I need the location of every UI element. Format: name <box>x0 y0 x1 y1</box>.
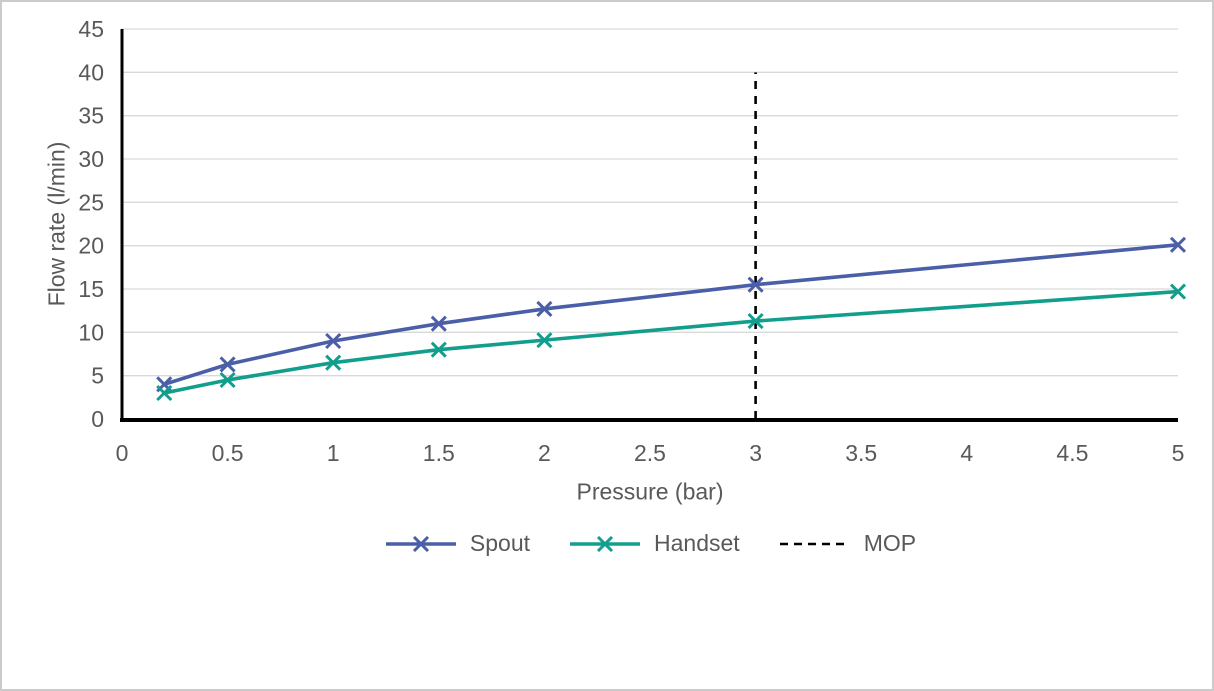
svg-text:3.5: 3.5 <box>845 440 877 466</box>
svg-text:10: 10 <box>78 319 104 345</box>
svg-text:35: 35 <box>78 103 104 129</box>
x-axis-title: Pressure (bar) <box>576 478 724 505</box>
svg-text:4: 4 <box>960 440 973 466</box>
svg-text:1.5: 1.5 <box>423 440 455 466</box>
svg-text:0: 0 <box>116 440 129 466</box>
series-spout <box>156 236 1187 393</box>
svg-text:5: 5 <box>1172 440 1185 466</box>
svg-text:5: 5 <box>91 363 104 389</box>
mop-line-sample-icon <box>779 542 850 545</box>
svg-text:20: 20 <box>78 233 104 259</box>
svg-text:40: 40 <box>78 59 104 85</box>
legend-label-spout: Spout <box>469 530 531 556</box>
svg-text:25: 25 <box>78 189 104 215</box>
y-axis-title: Flow rate (l/min) <box>43 141 70 307</box>
legend-item-mop: MOP <box>778 530 916 557</box>
spout-line-sample-icon <box>385 535 456 552</box>
legend-item-handset: Handset <box>568 530 740 557</box>
svg-text:2.5: 2.5 <box>634 440 666 466</box>
legend-label-handset: Handset <box>654 530 740 556</box>
svg-text:3: 3 <box>749 440 762 466</box>
svg-text:15: 15 <box>78 276 104 302</box>
gridlines <box>122 28 1178 377</box>
handset-line-sample-icon <box>570 535 641 552</box>
svg-text:2: 2 <box>538 440 551 466</box>
svg-text:0: 0 <box>91 406 104 432</box>
legend-item-spout: Spout <box>384 530 530 557</box>
legend-label-mop: MOP <box>863 530 917 556</box>
svg-text:1: 1 <box>327 440 340 466</box>
svg-text:30: 30 <box>78 146 104 172</box>
svg-text:45: 45 <box>78 16 104 42</box>
series-handset <box>156 283 1187 402</box>
svg-text:4.5: 4.5 <box>1056 440 1088 466</box>
svg-text:0.5: 0.5 <box>212 440 244 466</box>
legend: Spout Handset MOP <box>122 530 1178 557</box>
x-tick-labels: 0 0.5 1 1.5 2 2.5 3 3.5 4 4.5 5 <box>116 440 1185 466</box>
y-tick-labels: 0 5 10 15 20 25 30 35 40 45 <box>78 16 104 432</box>
